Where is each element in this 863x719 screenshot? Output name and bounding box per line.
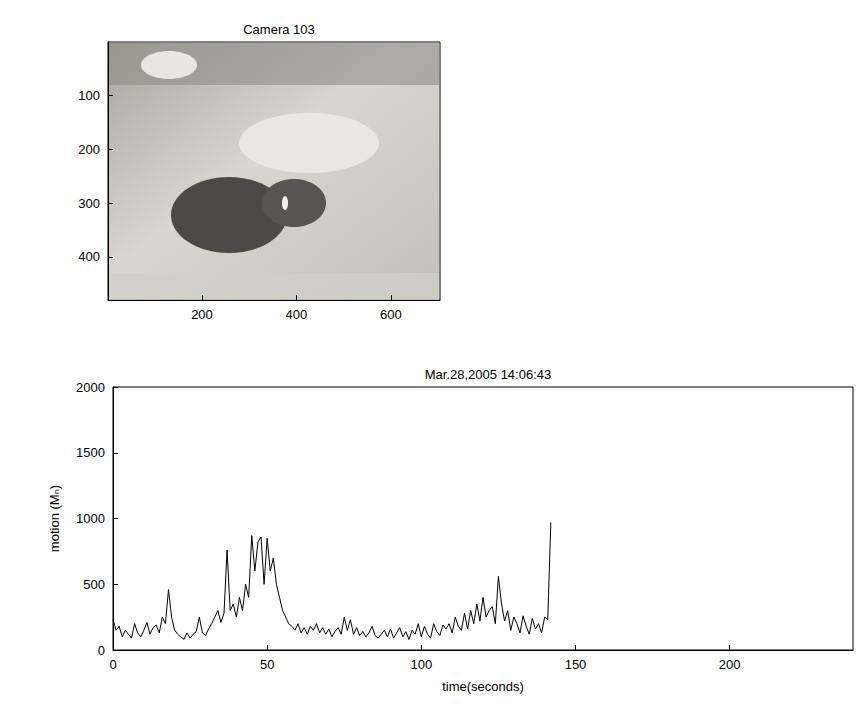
svg-text:600: 600 xyxy=(380,307,402,322)
svg-text:1500: 1500 xyxy=(76,445,105,460)
svg-text:0: 0 xyxy=(98,643,105,658)
svg-text:300: 300 xyxy=(78,196,100,211)
svg-text:0: 0 xyxy=(109,657,116,672)
svg-text:400: 400 xyxy=(78,249,100,264)
svg-text:50: 50 xyxy=(260,657,274,672)
svg-text:time(seconds): time(seconds) xyxy=(442,679,524,694)
svg-text:1000: 1000 xyxy=(76,511,105,526)
svg-text:Mar.28,2005 14:06:43: Mar.28,2005 14:06:43 xyxy=(425,367,552,382)
svg-text:500: 500 xyxy=(83,577,105,592)
svg-text:200: 200 xyxy=(719,657,741,672)
svg-text:2000: 2000 xyxy=(76,380,105,395)
svg-text:200: 200 xyxy=(191,307,213,322)
svg-text:150: 150 xyxy=(565,657,587,672)
svg-text:100: 100 xyxy=(78,88,100,103)
svg-text:Camera 103: Camera 103 xyxy=(243,22,315,37)
svg-text:200: 200 xyxy=(78,142,100,157)
svg-text:400: 400 xyxy=(286,307,308,322)
svg-text:motion (Mₙ): motion (Mₙ) xyxy=(47,485,62,552)
svg-text:100: 100 xyxy=(410,657,432,672)
